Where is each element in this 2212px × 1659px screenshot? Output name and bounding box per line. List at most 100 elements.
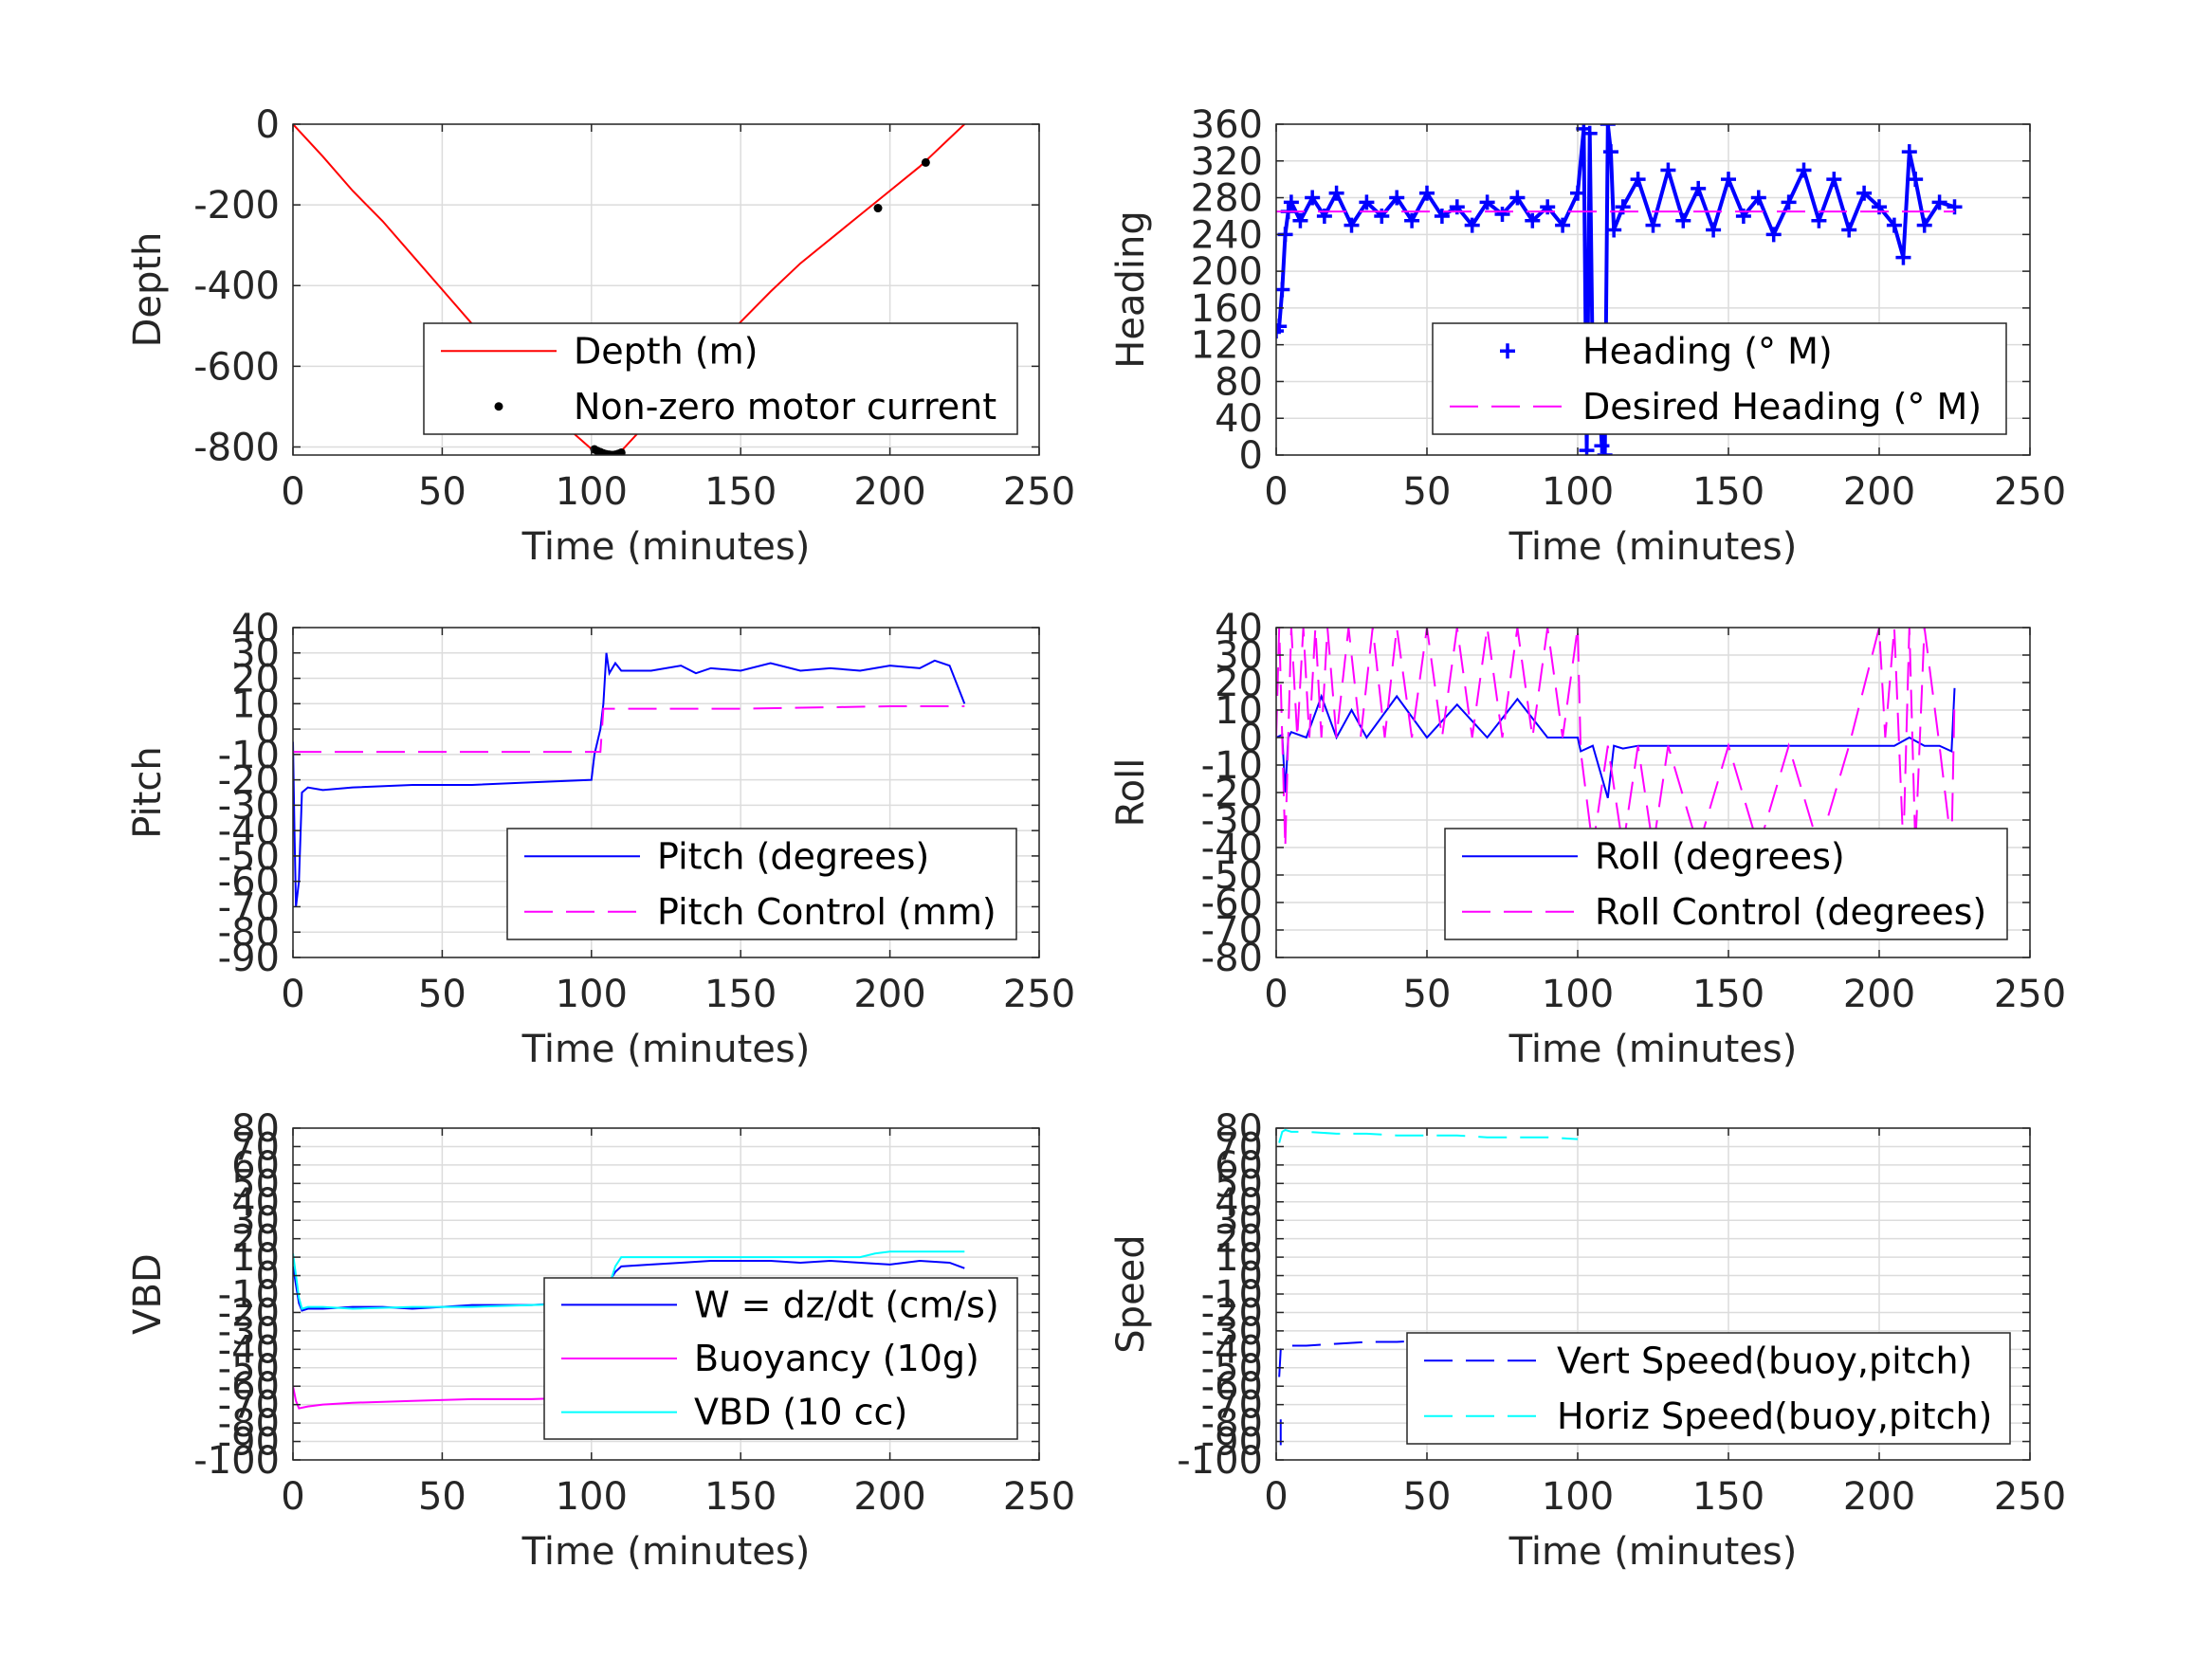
legend-entry: Desired Heading (° M) <box>1582 386 1982 428</box>
y-axis-label: VBD <box>126 1253 170 1335</box>
y-axis-label: Depth <box>126 232 170 348</box>
subplot-heading: 0 50 100 150 200 2500408012016020024028032036… <box>1109 103 2066 569</box>
legend-entry: Buoyancy (10g) <box>694 1338 979 1379</box>
legend-box <box>423 322 1018 435</box>
y-tick-label: 40 <box>1215 397 1263 441</box>
series-line <box>1278 1128 1579 1143</box>
y-tick-label: -100 <box>193 1439 280 1483</box>
y-tick-label: -70 <box>1201 909 1263 953</box>
y-tick-label: -10 <box>1201 1273 1263 1317</box>
y-tick-label: 200 <box>1191 250 1263 294</box>
x-tick-label: 200 <box>853 973 925 1016</box>
y-tick-label: 80 <box>231 1107 280 1151</box>
legend-swatch <box>494 402 503 411</box>
x-tick-label: 50 <box>418 470 466 514</box>
y-tick-label: 120 <box>1191 324 1263 368</box>
y-tick-label: -60 <box>1201 882 1263 925</box>
y-tick-label: -50 <box>1201 1347 1263 1391</box>
series-line <box>1276 687 1956 799</box>
y-axis-label: Heading <box>1109 210 1153 368</box>
y-tick-label: -40 <box>1201 1328 1263 1372</box>
y-tick-label: -30 <box>218 784 280 828</box>
subplot-roll: 0 50 100 150 200 250403020100-10-20-30-40-50-… <box>1109 607 2066 1071</box>
y-tick-label: 10 <box>231 683 280 726</box>
x-tick-label: 200 <box>1843 973 1915 1016</box>
y-tick-label: 50 <box>231 1162 280 1206</box>
x-tick-label: 100 <box>556 470 628 514</box>
y-tick-label: 0 <box>256 708 280 752</box>
axes-box <box>1275 123 2031 456</box>
y-tick-label: 30 <box>1215 1199 1263 1243</box>
legend: Heading (° M) Desired Heading (° M) <box>1432 322 2007 435</box>
y-tick-label: -40 <box>218 810 280 853</box>
legend-entry: VBD (10 cc) <box>694 1392 907 1433</box>
data-point <box>921 157 930 167</box>
y-tick-label: -80 <box>218 1402 280 1446</box>
legend: Roll (degrees) Roll Control (degrees) <box>1444 828 2008 940</box>
legend-entry: Pitch (degrees) <box>657 835 929 877</box>
y-axis-label: Speed <box>1109 1234 1153 1353</box>
y-tick-label: 0 <box>1239 1255 1263 1299</box>
x-tick-label: 250 <box>1003 470 1075 514</box>
legend: Depth (m) Non-zero motor current <box>423 322 1018 435</box>
y-tick-label: 30 <box>231 632 280 676</box>
y-tick-label: -400 <box>193 264 280 308</box>
legend-box <box>1444 828 2008 940</box>
y-tick-label: -30 <box>1201 799 1263 843</box>
x-tick-label: 150 <box>704 1475 777 1519</box>
y-tick-label: -100 <box>1177 1439 1263 1483</box>
y-tick-label: -70 <box>1201 1384 1263 1428</box>
y-tick-label: -60 <box>1201 1365 1263 1409</box>
x-tick-label: 150 <box>704 470 777 514</box>
y-tick-label: 10 <box>1215 1236 1263 1280</box>
y-tick-label: -40 <box>218 1328 280 1372</box>
y-tick-label: 60 <box>231 1144 280 1188</box>
legend-entry: Roll Control (degrees) <box>1595 891 1986 933</box>
x-tick-label: 0 <box>281 470 304 514</box>
y-tick-label: -10 <box>218 734 280 777</box>
y-tick-label: -80 <box>218 911 280 955</box>
y-tick-label: 280 <box>1191 177 1263 221</box>
x-tick-label: 250 <box>1003 973 1075 1016</box>
x-tick-label: 150 <box>1692 973 1764 1016</box>
legend-entry: W = dz/dt (cm/s) <box>694 1284 999 1325</box>
x-axis-label: Time (minutes) <box>521 1028 811 1071</box>
x-tick-label: 100 <box>1542 1475 1614 1519</box>
legend-entry: Vert Speed(buoy,pitch) <box>1557 1340 1972 1381</box>
series-group <box>1276 628 1956 851</box>
x-tick-label: 200 <box>1843 470 1915 514</box>
y-tick-label: -60 <box>218 861 280 904</box>
y-tick-label: 30 <box>1215 634 1263 678</box>
y-tick-label: 20 <box>231 1218 280 1262</box>
axes-box <box>292 627 1040 958</box>
x-axis-label: Time (minutes) <box>1508 525 1798 569</box>
y-tick-label: -20 <box>1201 1291 1263 1335</box>
x-tick-label: 100 <box>556 973 628 1016</box>
y-tick-label: -90 <box>1201 1421 1263 1465</box>
y-tick-label: 70 <box>231 1125 280 1169</box>
x-tick-label: 0 <box>1264 1475 1288 1519</box>
x-tick-label: 100 <box>556 1475 628 1519</box>
y-tick-label: -800 <box>193 426 280 469</box>
x-tick-label: 200 <box>853 470 925 514</box>
x-tick-label: 250 <box>1994 973 2066 1016</box>
y-tick-label: -10 <box>218 1273 280 1317</box>
x-tick-label: 150 <box>1692 470 1764 514</box>
legend-entry: Non-zero motor current <box>574 386 996 428</box>
y-tick-label: 360 <box>1191 103 1263 147</box>
y-tick-label: -10 <box>1201 744 1263 788</box>
y-tick-label: 60 <box>1215 1144 1263 1188</box>
series-line <box>293 652 966 907</box>
y-tick-label: -50 <box>1201 854 1263 898</box>
legend-entry: Roll (degrees) <box>1595 835 1845 877</box>
data-point <box>873 204 883 213</box>
series-line <box>293 704 965 754</box>
x-tick-label: 200 <box>1843 1475 1915 1519</box>
x-tick-label: 150 <box>1692 1475 1764 1519</box>
x-tick-label: 50 <box>1403 1475 1452 1519</box>
y-tick-label: 30 <box>231 1199 280 1243</box>
x-tick-label: 0 <box>281 1475 304 1519</box>
y-axis-label: Roll <box>1109 758 1153 828</box>
y-tick-label: -20 <box>218 1291 280 1335</box>
y-tick-label: -30 <box>218 1310 280 1354</box>
